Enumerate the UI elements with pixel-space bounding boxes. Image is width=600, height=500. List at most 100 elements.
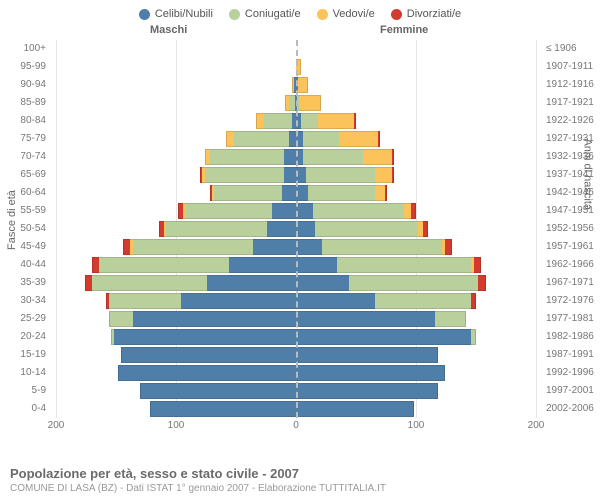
bar-segment [349, 275, 479, 291]
bar-female [296, 275, 486, 291]
birth-label: ≤ 1906 [546, 40, 600, 58]
legend-swatch [139, 9, 150, 20]
bar-female [296, 311, 466, 327]
bar-male [118, 365, 296, 381]
bar-segment [337, 257, 471, 273]
center-line [296, 40, 298, 418]
bar-male [226, 131, 296, 147]
age-label: 5-9 [0, 382, 46, 400]
bar-segment [296, 221, 315, 237]
birth-label: 1937-1941 [546, 166, 600, 184]
legend-label: Vedovi/e [333, 8, 375, 20]
bar-male [178, 203, 296, 219]
legend-item: Coniugati/e [229, 8, 301, 20]
x-tick: 200 [528, 420, 545, 431]
gender-header: Maschi Femmine [0, 24, 600, 40]
bar-segment [296, 329, 471, 345]
x-tick: 100 [408, 420, 425, 431]
bar-segment [392, 167, 394, 183]
birth-label: 1942-1946 [546, 184, 600, 202]
birth-label: 1907-1911 [546, 58, 600, 76]
legend-label: Coniugati/e [245, 8, 301, 20]
bar-segment [313, 203, 404, 219]
bar-segment [92, 275, 207, 291]
birth-label: 1977-1981 [546, 310, 600, 328]
age-label: 60-64 [0, 184, 46, 202]
age-label: 50-54 [0, 220, 46, 238]
birth-label: 1982-1986 [546, 328, 600, 346]
bar-segment [289, 131, 296, 147]
birth-label: 1957-1961 [546, 238, 600, 256]
bar-segment [474, 257, 481, 273]
bar-segment [205, 167, 284, 183]
bar-segment [229, 257, 296, 273]
bar-female [296, 203, 416, 219]
bar-segment [445, 239, 452, 255]
birth-label: 1997-2001 [546, 382, 600, 400]
bar-segment [264, 113, 293, 129]
bar-segment [296, 311, 435, 327]
bar-segment [296, 275, 349, 291]
bar-female [296, 95, 321, 111]
bar-male [205, 149, 296, 165]
age-label: 70-74 [0, 148, 46, 166]
bar-male [109, 311, 296, 327]
bar-segment [150, 401, 296, 417]
bar-segment [92, 257, 99, 273]
birth-label: 1932-1936 [546, 148, 600, 166]
bar-segment [339, 131, 377, 147]
bar-segment [296, 293, 375, 309]
bar-segment [471, 329, 476, 345]
legend-label: Celibi/Nubili [155, 8, 213, 20]
legend-item: Vedovi/e [317, 8, 375, 20]
bar-segment [322, 239, 442, 255]
bar-segment [375, 293, 471, 309]
bar-segment [118, 365, 296, 381]
birth-label: 1947-1951 [546, 202, 600, 220]
bar-female [296, 167, 394, 183]
age-label: 80-84 [0, 112, 46, 130]
bar-male [111, 329, 296, 345]
bar-segment [306, 167, 376, 183]
x-tick: 200 [48, 420, 65, 431]
age-label: 10-14 [0, 364, 46, 382]
bar-female [296, 329, 476, 345]
bar-female [296, 149, 394, 165]
bar-segment [121, 347, 296, 363]
birth-label: 1962-1966 [546, 256, 600, 274]
bar-segment [181, 293, 296, 309]
bar-segment [140, 383, 296, 399]
bar-segment [315, 221, 418, 237]
bar-segment [318, 113, 354, 129]
bar-male [121, 347, 296, 363]
chart-subtitle: COMUNE DI LASA (BZ) - Dati ISTAT 1° genn… [10, 483, 386, 494]
bar-segment [375, 185, 385, 201]
x-tick: 100 [168, 420, 185, 431]
bar-segment [308, 185, 375, 201]
bar-male [159, 221, 296, 237]
bar-male [210, 185, 296, 201]
bar-segment [267, 221, 296, 237]
legend: Celibi/NubiliConiugati/eVedovi/eDivorzia… [0, 0, 600, 24]
age-label: 90-94 [0, 76, 46, 94]
bar-female [296, 347, 438, 363]
bar-segment [166, 221, 267, 237]
bar-segment [296, 383, 438, 399]
bar-segment [354, 113, 356, 129]
bar-male [285, 95, 296, 111]
bar-segment [133, 311, 296, 327]
age-label: 85-89 [0, 94, 46, 112]
bar-segment [296, 365, 445, 381]
bar-female [296, 401, 414, 417]
age-label: 40-44 [0, 256, 46, 274]
age-label: 35-39 [0, 274, 46, 292]
bar-segment [478, 275, 485, 291]
bar-segment [272, 203, 296, 219]
bar-segment [392, 149, 394, 165]
bar-female [296, 221, 428, 237]
legend-swatch [391, 9, 402, 20]
bar-segment [378, 131, 380, 147]
age-label: 20-24 [0, 328, 46, 346]
age-label: 15-19 [0, 346, 46, 364]
bar-segment [296, 257, 337, 273]
